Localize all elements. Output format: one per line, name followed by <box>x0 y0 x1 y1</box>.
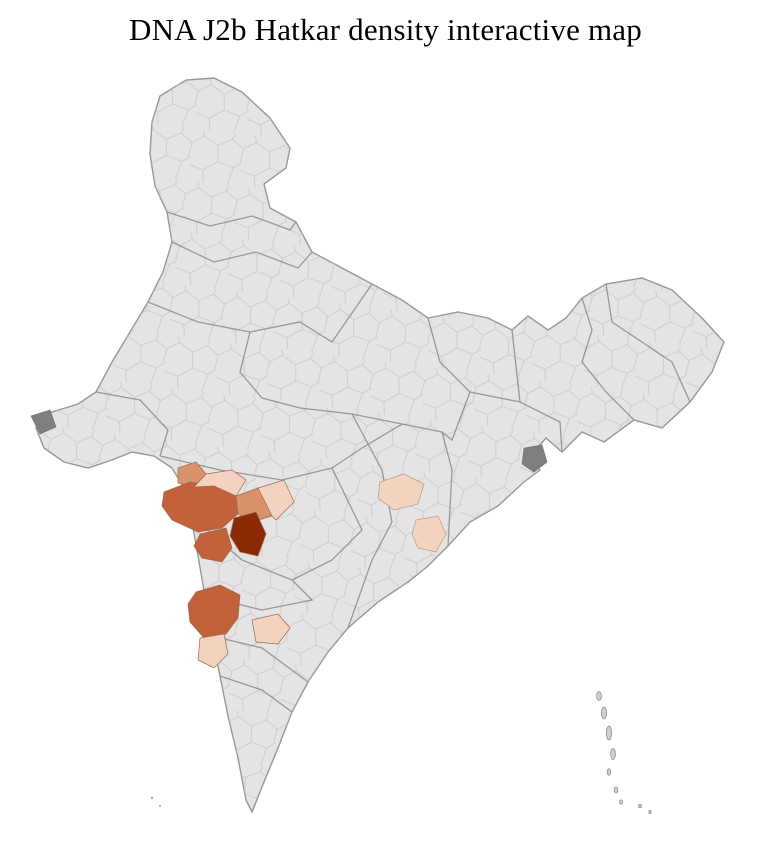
west-central-cluster[interactable] <box>161 461 295 563</box>
district-gray[interactable] <box>30 409 57 435</box>
district-medium-density[interactable] <box>193 527 233 563</box>
district-medium-density[interactable] <box>187 584 241 639</box>
district-low-density[interactable] <box>377 473 425 511</box>
state-borders <box>95 211 691 713</box>
district-low-density[interactable] <box>193 469 247 497</box>
andaman-nicobar-islands <box>596 691 652 815</box>
district-gray[interactable] <box>521 444 548 473</box>
district-low-density[interactable] <box>251 613 291 645</box>
district-low-density[interactable] <box>197 633 229 669</box>
district-low-density[interactable] <box>411 515 447 553</box>
eastern-patches[interactable] <box>377 473 447 553</box>
district-high-density[interactable] <box>229 511 267 557</box>
gray-districts[interactable] <box>30 409 548 473</box>
lakshadweep-islands <box>150 796 161 807</box>
southern-cluster[interactable] <box>187 584 291 669</box>
district-borders-texture <box>36 78 724 812</box>
country-base[interactable] <box>0 60 771 841</box>
page-title: DNA J2b Hatkar density interactive map <box>129 12 642 47</box>
district-low-density[interactable] <box>257 479 295 521</box>
